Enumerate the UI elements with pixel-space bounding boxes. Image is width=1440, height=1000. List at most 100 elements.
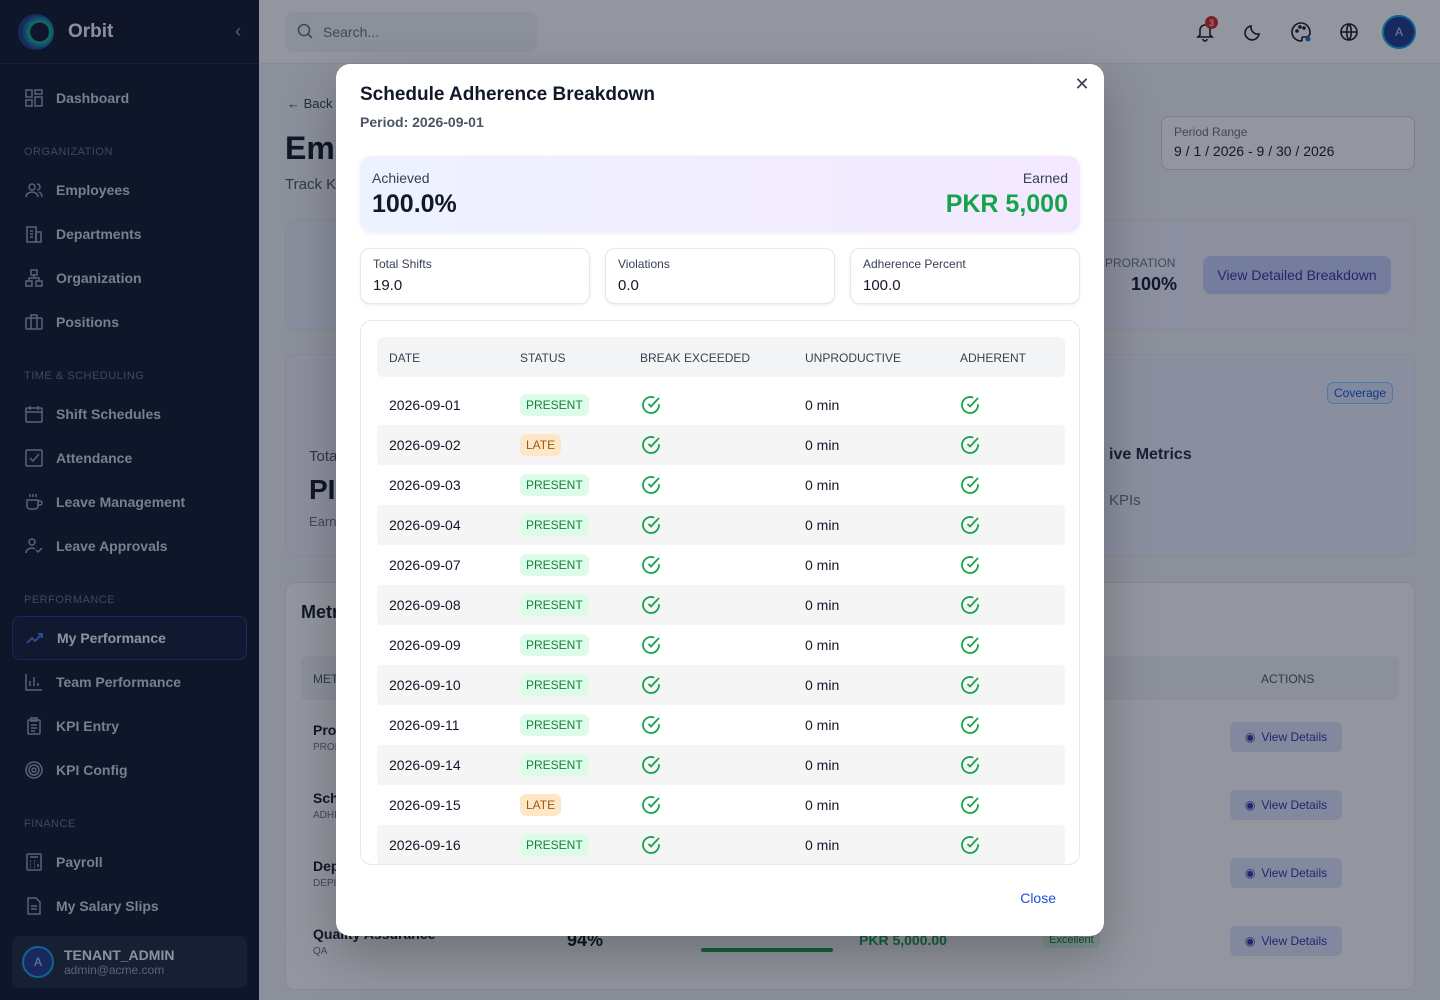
cell-unproductive: 0 min <box>805 637 840 653</box>
view-details-label: View Details <box>1261 934 1328 948</box>
status-badge: PRESENT <box>520 834 589 856</box>
sidebar-item-dashboard[interactable]: Dashboard <box>0 76 259 120</box>
section-organization: ORGANIZATION <box>24 146 113 158</box>
user-avatar[interactable]: A <box>1382 15 1416 49</box>
sidebar-item-leave-approvals[interactable]: Leave Approvals <box>0 524 259 568</box>
modal-period: Period: 2026-09-01 <box>360 114 484 130</box>
calculator-icon <box>24 852 44 872</box>
adherence-table[interactable]: DATE STATUS BREAK EXCEEDED UNPRODUCTIVE … <box>360 320 1080 865</box>
check-circle-icon <box>640 474 662 496</box>
back-label: Back <box>303 96 333 111</box>
eye-icon: ◉ <box>1244 866 1256 880</box>
view-detailed-breakdown-button[interactable]: View Detailed Breakdown <box>1203 256 1391 294</box>
briefcase-icon <box>24 312 44 332</box>
close-icon[interactable]: ✕ <box>1074 73 1090 94</box>
check-circle-icon <box>959 554 981 576</box>
coffee-icon <box>24 492 44 512</box>
back-link[interactable]: ← Back <box>287 96 333 111</box>
period-range-picker[interactable]: Period Range 9 / 1 / 2026 - 9 / 30 / 202… <box>1161 116 1415 170</box>
sidebar-item-leave-management[interactable]: Leave Management <box>0 480 259 524</box>
view-details-button[interactable]: ◉ View Details <box>1230 926 1342 956</box>
check-circle-icon <box>640 834 662 856</box>
sidebar-item-label: KPI Config <box>56 762 128 778</box>
user-email: admin@acme.com <box>64 963 165 977</box>
stat-value: 0.0 <box>618 277 639 294</box>
sidebar-item-label: Positions <box>56 314 120 330</box>
cell-unproductive: 0 min <box>805 517 840 533</box>
metric-row-code: DEPI <box>313 878 337 889</box>
check-circle-icon <box>959 834 981 856</box>
sidebar-item-kpi-config[interactable]: KPI Config <box>0 748 259 792</box>
table-header: DATE STATUS BREAK EXCEEDED UNPRODUCTIVE … <box>377 337 1065 377</box>
cell-unproductive: 0 min <box>805 837 840 853</box>
stat-value: 19.0 <box>373 277 403 294</box>
sidebar-item-kpi-entry[interactable]: KPI Entry <box>0 704 259 748</box>
sidebar-item-team-performance[interactable]: Team Performance <box>0 660 259 704</box>
moon-icon[interactable] <box>1238 14 1268 50</box>
sidebar-item-payroll[interactable]: Payroll <box>0 840 259 884</box>
eye-icon: ◉ <box>1244 798 1256 812</box>
stat-total-shifts: Total Shifts 19.0 <box>360 248 590 304</box>
cell-unproductive: 0 min <box>805 677 840 693</box>
table-row: 2026-09-16 PRESENT 0 min <box>377 825 1065 864</box>
page-subtitle: Track KI <box>285 176 341 193</box>
collapse-sidebar-icon[interactable]: ‹ <box>235 21 241 41</box>
cell-date: 2026-09-15 <box>389 797 461 813</box>
check-circle-icon <box>640 714 662 736</box>
sidebar-item-my-salary-slips[interactable]: My Salary Slips <box>0 884 259 928</box>
metric-row-code: ADHI <box>313 810 337 821</box>
bell-icon[interactable]: 3 <box>1190 14 1220 50</box>
search-icon <box>297 23 313 42</box>
cell-unproductive: 0 min <box>805 797 840 813</box>
view-details-button[interactable]: ◉ View Details <box>1230 790 1342 820</box>
check-circle-icon <box>640 594 662 616</box>
check-circle-icon <box>640 434 662 456</box>
stat-value: 100.0 <box>863 277 901 294</box>
check-square-icon <box>24 448 44 468</box>
check-circle-icon <box>640 394 662 416</box>
sidebar-item-label: Dashboard <box>56 90 130 106</box>
check-circle-icon <box>959 514 981 536</box>
status-badge: LATE <box>520 434 562 456</box>
period-start: 9 / 1 / 2026 <box>1174 143 1245 159</box>
sidebar-item-positions[interactable]: Positions <box>0 300 259 344</box>
table-row: 2026-09-07 PRESENT 0 min <box>377 545 1065 585</box>
palette-icon[interactable] <box>1286 14 1316 50</box>
search-input[interactable]: Search... <box>285 12 537 52</box>
metric-row-payout: PKR 5,000.00 <box>859 932 947 948</box>
schedule-adherence-modal: Schedule Adherence Breakdown Period: 202… <box>336 64 1104 936</box>
section-time-scheduling: TIME & SCHEDULING <box>24 370 145 382</box>
brand-name: Orbit <box>68 20 114 42</box>
sidebar-item-label: Team Performance <box>56 674 182 690</box>
achieved-value: 100.0% <box>372 190 457 218</box>
users-icon <box>24 180 44 200</box>
metric-column-header: MET <box>313 672 339 686</box>
metric-row-name: Sch <box>313 790 339 806</box>
sidebar-item-my-performance[interactable]: My Performance <box>12 616 247 660</box>
metric-row-name: Dep <box>313 858 340 874</box>
close-button[interactable]: Close <box>1020 890 1056 906</box>
user-profile[interactable]: A TENANT_ADMIN admin@acme.com <box>12 936 247 988</box>
globe-icon[interactable] <box>1334 14 1364 50</box>
view-details-button[interactable]: ◉ View Details <box>1230 722 1342 752</box>
earned-label: Earned <box>1022 170 1068 186</box>
calendar-icon <box>24 404 44 424</box>
table-row: 2026-09-14 PRESENT 0 min <box>377 745 1065 785</box>
sidebar-item-attendance[interactable]: Attendance <box>0 436 259 480</box>
sidebar-item-departments[interactable]: Departments <box>0 212 259 256</box>
cell-date: 2026-09-01 <box>389 397 461 413</box>
view-details-button[interactable]: ◉ View Details <box>1230 858 1342 888</box>
table-row: 2026-09-01 PRESENT 0 min <box>377 385 1065 425</box>
sidebar-item-organization[interactable]: Organization <box>0 256 259 300</box>
metrics-title: Metr <box>301 602 340 622</box>
proration-label: PRORATION <box>1105 256 1176 270</box>
check-circle-icon <box>959 474 981 496</box>
cell-date: 2026-09-10 <box>389 677 461 693</box>
table-row: 2026-09-02 LATE 0 min <box>377 425 1065 465</box>
sidebar-item-employees[interactable]: Employees <box>0 168 259 212</box>
achievement-summary: Achieved 100.0% Earned PKR 5,000 <box>360 156 1080 232</box>
trending-up-icon <box>25 628 45 648</box>
sidebar-item-shift-schedules[interactable]: Shift Schedules <box>0 392 259 436</box>
topbar: Search... 3 A <box>259 0 1440 64</box>
topbar-actions: 3 A <box>1190 14 1416 50</box>
